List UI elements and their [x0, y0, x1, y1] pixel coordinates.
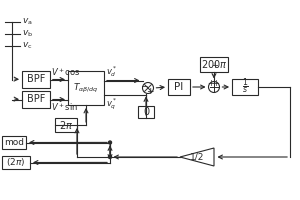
Text: $v_q^*$: $v_q^*$	[106, 97, 117, 112]
Text: $v_\mathrm{c}$: $v_\mathrm{c}$	[22, 41, 32, 51]
Text: $200\pi$: $200\pi$	[201, 58, 227, 71]
FancyBboxPatch shape	[2, 136, 26, 149]
Text: $(2\pi)$: $(2\pi)$	[6, 156, 26, 168]
Text: $v_\mathrm{a}$: $v_\mathrm{a}$	[22, 17, 33, 27]
FancyBboxPatch shape	[2, 156, 30, 169]
FancyBboxPatch shape	[55, 118, 77, 132]
Text: 1/2: 1/2	[190, 152, 204, 162]
Text: +: +	[211, 62, 218, 71]
FancyBboxPatch shape	[138, 106, 154, 118]
Circle shape	[142, 82, 154, 94]
FancyBboxPatch shape	[232, 79, 258, 95]
Text: PI: PI	[174, 82, 184, 92]
Circle shape	[208, 82, 220, 92]
Text: +: +	[213, 79, 219, 88]
Text: $V^+$sin: $V^+$sin	[51, 102, 78, 113]
Text: $+$: $+$	[146, 86, 154, 96]
FancyBboxPatch shape	[22, 71, 50, 88]
FancyBboxPatch shape	[168, 79, 190, 95]
Text: $2\pi$: $2\pi$	[59, 119, 73, 131]
FancyBboxPatch shape	[22, 91, 50, 108]
Polygon shape	[180, 148, 214, 166]
Text: $v_d^*$: $v_d^*$	[106, 64, 117, 79]
Text: $v_\mathrm{b}$: $v_\mathrm{b}$	[22, 29, 33, 39]
Text: $-$: $-$	[140, 80, 149, 90]
Text: $T_{\alpha\beta/dq}$: $T_{\alpha\beta/dq}$	[73, 81, 99, 95]
Text: $V^+$cos: $V^+$cos	[51, 66, 80, 77]
Text: +: +	[207, 79, 214, 88]
Text: BPF: BPF	[27, 95, 45, 104]
Text: 0: 0	[143, 107, 149, 117]
Text: BPF: BPF	[27, 74, 45, 84]
Text: mod: mod	[4, 138, 24, 147]
Circle shape	[109, 156, 112, 158]
FancyBboxPatch shape	[200, 57, 228, 72]
FancyBboxPatch shape	[68, 71, 104, 105]
Text: $\frac{1}{s}$: $\frac{1}{s}$	[242, 77, 248, 97]
Circle shape	[109, 141, 112, 144]
